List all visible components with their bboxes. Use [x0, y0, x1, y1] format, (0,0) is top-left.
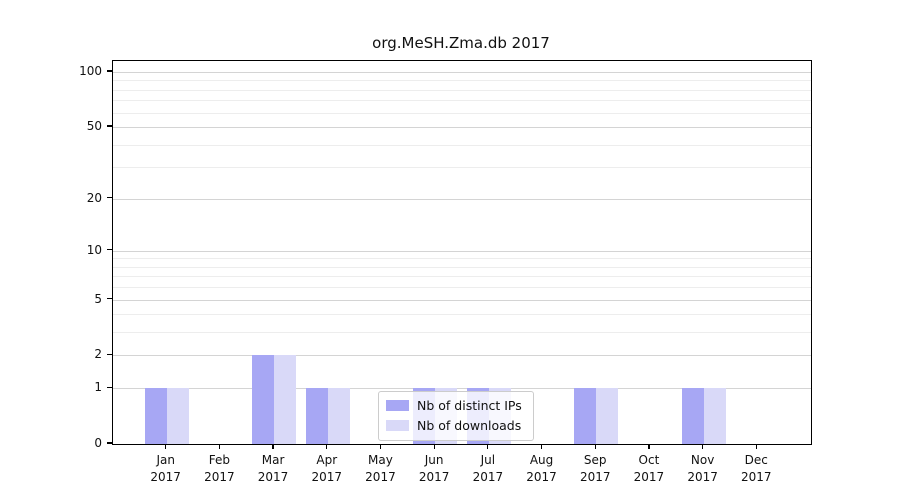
- y-tick-label: 10: [86, 242, 102, 257]
- x-tick-label-jun: Jun 2017: [418, 453, 450, 485]
- x-tick-mark: [433, 444, 435, 449]
- bar-downloads-nov: [703, 388, 726, 444]
- chart-title: org.MeSH.Zma.db 2017: [372, 34, 550, 52]
- x-tick-mark: [218, 444, 220, 449]
- bar-distinct-ips-nov: [681, 388, 704, 444]
- x-tick-mark: [540, 444, 543, 449]
- legend-label-distinct-ips: Nb of distinct IPs: [417, 398, 522, 413]
- minor-gridline: [113, 287, 811, 289]
- legend-item-downloads: Nb of downloads: [386, 418, 522, 433]
- major-gridline: [113, 72, 811, 73]
- x-tick-label-may: May 2017: [365, 453, 396, 485]
- minor-gridline: [113, 112, 811, 114]
- y-tick-mark: [107, 196, 112, 199]
- bar-distinct-ips-sep: [574, 388, 597, 444]
- x-tick-label-dec: Dec 2017: [741, 453, 772, 485]
- y-tick-label: 2: [94, 347, 102, 362]
- minor-gridline: [113, 80, 811, 82]
- plot-area: [112, 60, 812, 445]
- major-gridline: [113, 388, 811, 390]
- x-tick-mark: [326, 444, 328, 449]
- minor-gridline: [113, 266, 811, 268]
- y-tick-mark: [107, 442, 112, 444]
- minor-gridline: [113, 144, 811, 146]
- bar-downloads-sep: [596, 388, 619, 444]
- major-gridline: [113, 250, 811, 252]
- y-tick-mark: [107, 297, 112, 300]
- x-tick-label-apr: Apr 2017: [311, 453, 343, 485]
- x-tick-mark: [755, 444, 757, 449]
- y-tick-mark: [107, 249, 112, 251]
- minor-gridline: [113, 89, 811, 91]
- major-gridline: [113, 198, 811, 200]
- legend-swatch-distinct-ips: [386, 400, 409, 411]
- bar-downloads-jan: [166, 388, 189, 444]
- legend: Nb of distinct IPs Nb of downloads: [378, 391, 534, 441]
- y-tick-mark: [107, 125, 112, 127]
- x-tick-label-aug: Aug 2017: [526, 453, 557, 485]
- x-tick-mark: [648, 444, 650, 449]
- minor-gridline: [113, 100, 811, 102]
- x-tick-label-jul: Jul 2017: [472, 453, 504, 485]
- y-tick-label: 0: [94, 436, 102, 450]
- y-tick-label: 100: [79, 64, 102, 78]
- major-gridline: [113, 127, 811, 129]
- minor-gridline: [113, 276, 811, 278]
- major-gridline: [113, 355, 811, 357]
- minor-gridline: [113, 332, 811, 334]
- legend-label-downloads: Nb of downloads: [417, 418, 522, 433]
- minor-gridline: [113, 167, 811, 169]
- bar-distinct-ips-apr: [305, 388, 328, 444]
- x-tick-mark: [165, 444, 167, 449]
- x-tick-label-jan: Jan 2017: [150, 453, 181, 485]
- y-tick-mark: [107, 386, 112, 388]
- x-tick-label-mar: Mar 2017: [257, 453, 289, 485]
- bar-distinct-ips-jan: [144, 388, 167, 444]
- bar-downloads-mar: [274, 355, 297, 444]
- major-gridline: [113, 299, 811, 301]
- minor-gridline: [113, 258, 811, 260]
- x-tick-label-feb: Feb 2017: [204, 453, 235, 485]
- minor-gridline: [113, 314, 811, 316]
- x-tick-mark: [272, 444, 274, 449]
- y-tick-label: 5: [94, 291, 102, 306]
- y-tick-label: 1: [94, 380, 102, 395]
- x-tick-label-nov: Nov 2017: [687, 453, 718, 485]
- legend-swatch-downloads: [386, 420, 409, 431]
- x-tick-mark: [487, 444, 489, 449]
- x-tick-mark: [379, 444, 382, 449]
- bar-downloads-apr: [327, 388, 350, 444]
- x-tick-mark: [594, 444, 596, 449]
- x-tick-label-sep: Sep 2017: [579, 453, 611, 485]
- bar-distinct-ips-mar: [252, 355, 275, 444]
- y-tick-label: 20: [86, 190, 102, 205]
- x-tick-label-oct: Oct 2017: [633, 453, 665, 485]
- y-tick-mark: [107, 353, 112, 356]
- x-tick-mark: [702, 444, 704, 449]
- legend-item-distinct-ips: Nb of distinct IPs: [386, 398, 522, 413]
- y-tick-label: 50: [86, 119, 102, 134]
- y-tick-mark: [107, 70, 112, 72]
